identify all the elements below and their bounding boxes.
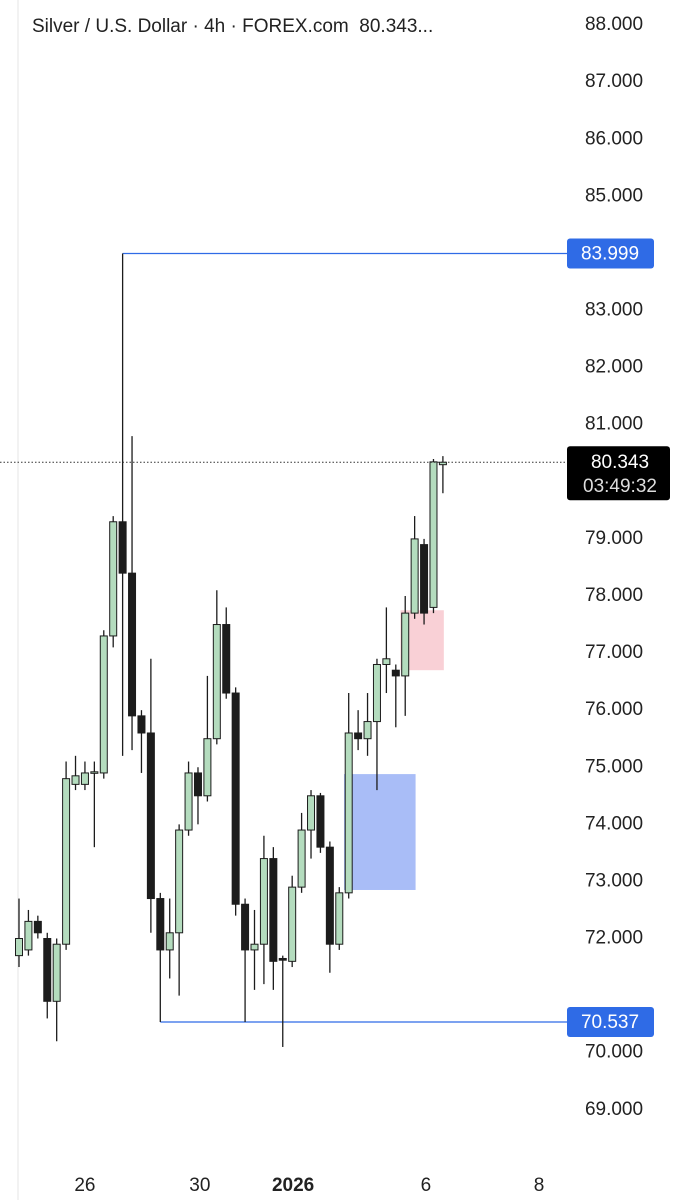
- y-tick-label: 73.000: [585, 870, 643, 891]
- y-tick-label: 87.000: [585, 71, 643, 92]
- y-tick-label: 78.000: [585, 585, 643, 606]
- candle-body: [420, 544, 429, 614]
- y-tick-label: 74.000: [585, 813, 643, 834]
- zone: [343, 774, 416, 890]
- candle-body: [137, 715, 146, 734]
- y-tick-label: 79.000: [585, 528, 643, 549]
- level-label: 70.537: [581, 1012, 639, 1033]
- candle-body: [429, 461, 438, 608]
- candle-body: [62, 778, 71, 945]
- candle-body: [156, 898, 165, 951]
- candle-body: [71, 775, 80, 785]
- candle-body: [128, 572, 137, 717]
- candle-body: [109, 521, 118, 637]
- candle-body: [269, 858, 278, 962]
- y-tick-label: 83.000: [585, 300, 643, 321]
- candle-body: [391, 669, 400, 677]
- y-tick-label: 85.000: [585, 185, 643, 206]
- candle-body: [382, 658, 391, 665]
- x-tick-label: 6: [421, 1175, 432, 1196]
- candle-body: [15, 938, 23, 957]
- candle-body: [335, 892, 344, 945]
- y-tick-label: 76.000: [585, 699, 643, 720]
- y-tick-label: 86.000: [585, 128, 643, 149]
- candle-body: [288, 886, 297, 962]
- candle-body: [118, 521, 127, 574]
- x-tick-label: 26: [74, 1175, 95, 1196]
- level-label: 83.999: [581, 244, 639, 265]
- candle-body: [363, 721, 372, 740]
- candle-body: [354, 732, 363, 740]
- candle-body: [33, 920, 42, 934]
- candle-body: [344, 732, 353, 894]
- candle-body: [184, 772, 193, 831]
- candle-body: [43, 938, 52, 1002]
- candle-body: [372, 663, 381, 723]
- candle-body: [259, 858, 268, 945]
- last-price-box: [567, 446, 670, 501]
- candle-body: [307, 795, 316, 831]
- x-tick-label: 2026: [272, 1175, 314, 1196]
- y-tick-label: 69.000: [585, 1099, 643, 1120]
- candle-body: [278, 957, 287, 961]
- y-tick-label: 75.000: [585, 756, 643, 777]
- candle-body: [24, 920, 33, 951]
- y-tick-label: 72.000: [585, 928, 643, 949]
- y-tick-label: 81.000: [585, 414, 643, 435]
- y-tick-label: 88.000: [585, 14, 643, 35]
- candle-body: [52, 943, 61, 1002]
- candle-body: [203, 738, 212, 797]
- candle-body: [175, 829, 184, 934]
- x-tick-label: 8: [534, 1175, 545, 1196]
- candle-body: [316, 795, 325, 848]
- y-tick-label: 70.000: [585, 1042, 643, 1063]
- candle-body: [222, 624, 231, 694]
- last-price-label: 80.343: [591, 452, 649, 473]
- candle-body: [231, 692, 240, 905]
- level-label-box: [567, 238, 654, 269]
- candle-body: [438, 461, 447, 466]
- level-label-box: [567, 1007, 654, 1038]
- candle-body: [146, 732, 155, 900]
- candle-body: [297, 829, 306, 888]
- y-tick-label: 77.000: [585, 642, 643, 663]
- candle-body: [250, 943, 259, 951]
- candle-body: [165, 932, 174, 951]
- candle-body: [193, 772, 202, 797]
- y-tick-label: 82.000: [585, 357, 643, 378]
- candle-body: [325, 846, 334, 945]
- x-tick-label: 30: [189, 1175, 210, 1196]
- candle-body: [212, 624, 221, 740]
- candle-body: [99, 635, 108, 774]
- chart-title: Silver / U.S. Dollar · 4h · FOREX.com 80…: [32, 16, 433, 37]
- countdown-label: 03:49:32: [583, 476, 657, 497]
- candle-body: [401, 612, 410, 677]
- candle-body: [241, 903, 250, 951]
- candle-body: [90, 771, 99, 774]
- candle-body: [410, 538, 419, 614]
- candle-body: [80, 772, 89, 785]
